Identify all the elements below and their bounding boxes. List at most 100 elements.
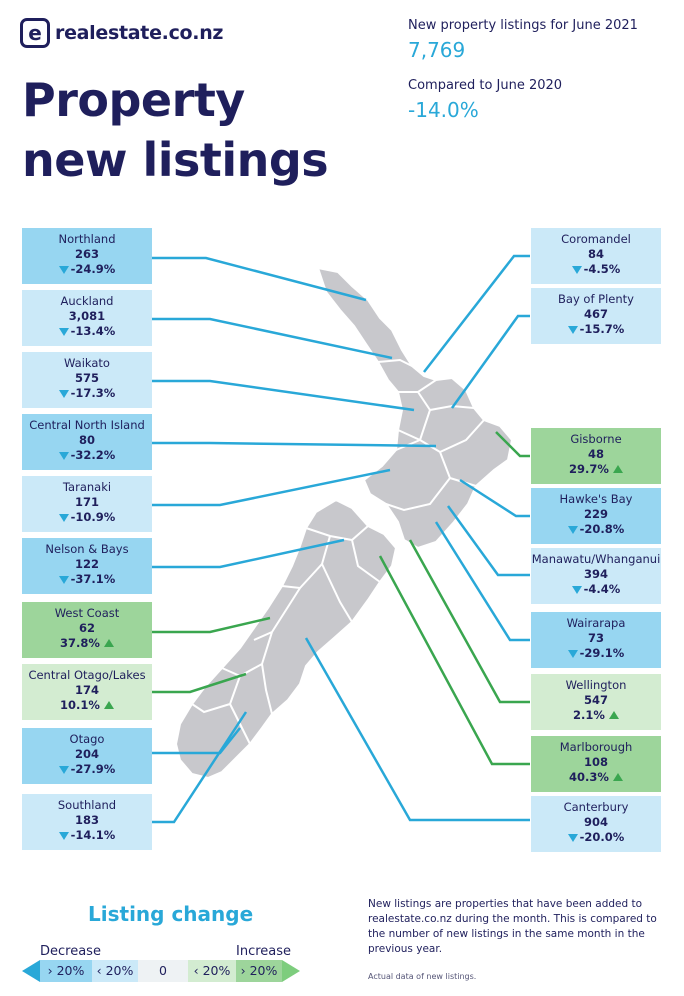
region-central-otago-lakes: Central Otago/Lakes 174 10.1% [22,664,152,720]
logo-badge: e [20,18,50,48]
triangle-down-icon [567,834,578,842]
region-change: -17.3% [70,386,116,400]
region-southland: Southland 183 -14.1% [22,794,152,850]
region-count: 229 [583,507,608,521]
region-auckland: Auckland 3,081 -13.4% [22,290,152,346]
triangle-up-icon [608,711,619,719]
compare-value: -14.0% [408,98,479,122]
region-change: -27.9% [70,762,116,776]
legend-increase-label: Increase [236,944,292,959]
legend-scale: › 20% ‹ 20% 0 ‹ 20% › 20% [22,960,300,982]
arrow-left-icon [22,960,40,982]
region-taranaki: Taranaki 171 -10.9% [22,476,152,532]
region-change: -10.9% [70,510,116,524]
connectors-decrease [152,254,530,824]
region-change: -4.5% [583,262,621,276]
region-change: -24.9% [70,262,116,276]
region-bay-of-plenty: Bay of Plenty 467 -15.7% [531,288,661,344]
legend-cell-neutral: 0 [138,960,188,982]
connector-central-otago-lakes [152,672,247,694]
triangle-down-icon [571,266,582,274]
connector-auckland [152,317,393,360]
region-name: Coromandel [561,232,631,246]
region-nelson-bays: Nelson & Bays 122 -37.1% [22,538,152,594]
region-change: 29.7% [569,462,609,476]
region-name: Gisborne [570,432,622,446]
logo[interactable]: e realestate.co.nz [20,16,224,50]
region-count: 467 [583,307,608,321]
region-count: 904 [583,815,608,829]
region-change: -32.2% [70,448,116,462]
region-change: -20.0% [579,830,625,844]
region-change: 40.3% [569,770,609,784]
triangle-up-icon [612,773,623,781]
triangle-down-icon [58,390,69,398]
region-count: 171 [74,495,99,509]
page-title-line2: new listings [22,133,329,187]
region-change: -13.4% [70,324,116,338]
region-name: Northland [58,232,116,246]
region-canterbury: Canterbury 904 -20.0% [531,796,661,852]
region-change: -29.1% [579,646,625,660]
region-name: Bay of Plenty [558,292,634,306]
region-central-north-island: Central North Island 80 -32.2% [22,414,152,470]
connector-taranaki [152,468,391,507]
region-count: 183 [74,813,99,827]
region-name: Hawke's Bay [559,492,633,506]
region-count: 122 [74,557,99,571]
region-name: Auckland [60,294,114,308]
region-change: -37.1% [70,572,116,586]
logo-text: realestate.co.nz [55,22,224,44]
region-name: Wairarapa [566,616,626,630]
region-wellington: Wellington 547 2.1% [531,674,661,730]
connector-hawkes-bay [459,478,530,518]
triangle-down-icon [571,586,582,594]
triangle-down-icon [567,526,578,534]
connector-manawatu-whanganui [446,505,530,577]
region-name: Canterbury [563,800,629,814]
region-count: 84 [587,247,604,261]
connector-central-north-island [152,441,437,448]
triangle-down-icon [58,452,69,460]
connector-southland [152,711,248,824]
region-name: Central North Island [29,418,145,432]
region-count: 108 [583,755,608,769]
region-west-coast: West Coast 62 37.8% [22,602,152,658]
compare-label: Compared to June 2020 [408,78,563,93]
connector-west-coast [152,616,271,634]
region-name: Wellington [565,678,627,692]
legend-cell-increase-mild: ‹ 20% [188,960,236,982]
region-count: 48 [587,447,604,461]
legend-title: Listing change [88,902,254,926]
triangle-down-icon [58,266,69,274]
connector-canterbury [304,637,530,822]
north-island-shape [316,266,514,550]
connector-bay-of-plenty [450,314,530,409]
triangle-down-icon [58,766,69,774]
connector-northland [152,256,367,302]
region-change: 2.1% [573,708,605,722]
arrow-right-icon [282,960,300,982]
region-hawkes-bay: Hawke's Bay 229 -20.8% [531,488,661,544]
region-count: 263 [74,247,99,261]
triangle-down-icon [58,328,69,336]
region-name: Waikato [64,356,110,370]
legend-cell-increase-strong: › 20% [236,960,282,982]
region-change: 37.8% [60,636,100,650]
triangle-down-icon [58,832,69,840]
page-title: Property new listings [22,70,329,190]
region-coromandel: Coromandel 84 -4.5% [531,228,661,284]
connector-wellington [408,539,530,704]
region-count: 62 [78,621,95,635]
page-title-line1: Property [22,73,245,127]
region-count: 547 [583,693,608,707]
connector-wairarapa [434,521,530,642]
legend-cell-decrease-strong: › 20% [40,960,92,982]
region-name: Manawatu/Whanganui [531,552,661,566]
region-northland: Northland 263 -24.9% [22,228,152,284]
region-name: Otago [69,732,105,746]
south-island-shape [174,498,398,780]
region-count: 80 [78,433,95,447]
region-change: -15.7% [579,322,625,336]
region-name: Southland [57,798,117,812]
